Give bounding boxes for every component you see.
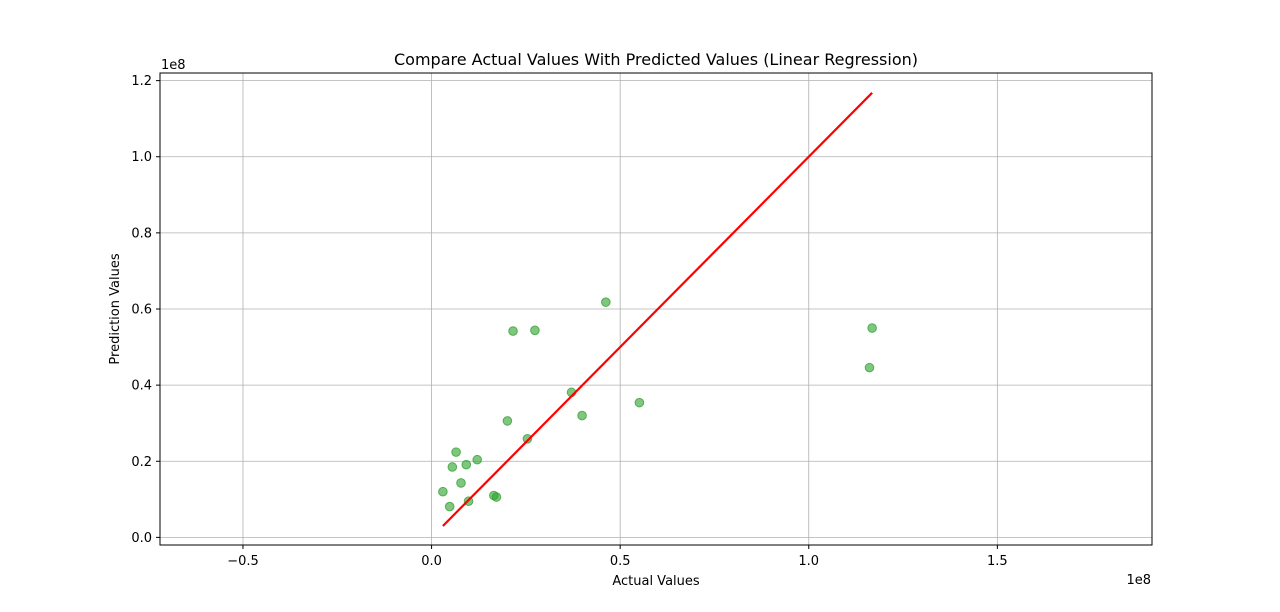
y-tick-label: 1.0: [131, 150, 152, 165]
chart-title: Compare Actual Values With Predicted Val…: [394, 50, 918, 69]
x-tick-label: 0.5: [610, 554, 631, 569]
scatter-point: [491, 492, 502, 502]
scatter-point: [864, 362, 875, 373]
gridlines: [160, 73, 1152, 545]
scatter-point: [508, 326, 518, 336]
scatter-point: [456, 478, 466, 488]
x-tick-label: 1.0: [798, 554, 819, 569]
data-layer: [438, 92, 877, 527]
y-tick-label: 1.2: [131, 74, 152, 89]
scatter-point: [447, 462, 458, 472]
scatter-point: [634, 397, 645, 408]
scatter-point: [530, 325, 540, 336]
y-tick-label: 0.0: [131, 531, 152, 546]
y-offset-label: 1e8: [161, 58, 186, 73]
scatter-point: [502, 416, 513, 426]
scatter-point: [577, 410, 587, 421]
y-tick-label: 0.6: [131, 303, 152, 318]
regression-line: [442, 92, 873, 527]
x-tick-label: −0.5: [227, 554, 259, 569]
y-axis-label: Prediction Values: [108, 253, 123, 364]
y-tick-label: 0.8: [131, 226, 152, 241]
y-axis: 0.0 0.2 0.4 0.6 0.8 1.0 1.2: [131, 74, 160, 546]
x-tick-label: 0.0: [421, 554, 442, 569]
scatter-point: [438, 486, 448, 497]
scatter-point: [522, 434, 533, 444]
scatter-point: [472, 454, 483, 465]
scatter-point: [867, 323, 877, 333]
scatter-point: [601, 297, 611, 307]
y-tick-label: 0.4: [131, 379, 152, 394]
x-axis-label: Actual Values: [612, 574, 700, 589]
y-tick-label: 0.2: [131, 455, 152, 470]
scatter-point: [451, 447, 461, 457]
x-axis: −0.5 0.0 0.5 1.0 1.5: [227, 545, 1008, 569]
x-offset-label: 1e8: [1126, 573, 1151, 588]
scatter-point: [461, 459, 472, 470]
scatter-point: [444, 501, 455, 512]
x-tick-label: 1.5: [987, 554, 1008, 569]
